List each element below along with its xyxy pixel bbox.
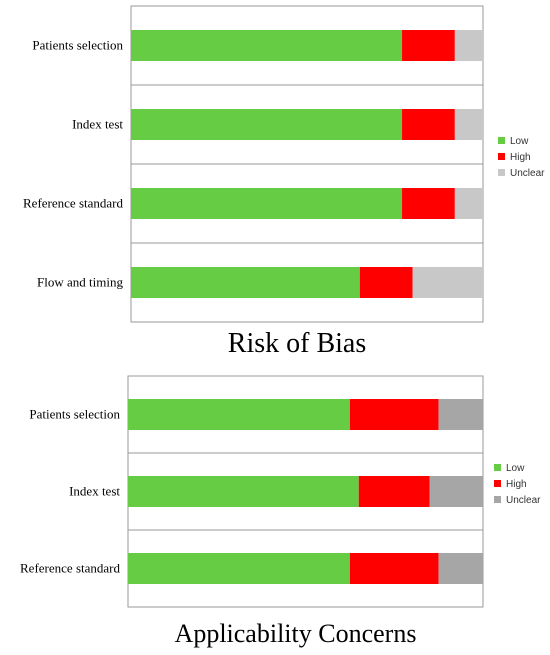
category-label: Patients selection	[32, 38, 123, 53]
bar-segment-low	[131, 30, 403, 61]
bar-segment-high	[402, 30, 455, 61]
legend-swatch-unclear	[494, 496, 501, 503]
category-label: Reference standard	[20, 561, 120, 576]
bar-segment-low	[128, 553, 350, 584]
category-label: Index test	[72, 117, 123, 132]
legend-label-low: Low	[506, 463, 525, 474]
bar-segment-low	[131, 109, 403, 140]
bar-segment-unclear	[454, 30, 483, 61]
legend-label-high: High	[506, 479, 527, 490]
bar-segment-low	[128, 476, 359, 507]
bar-segment-unclear	[438, 399, 483, 430]
bar-segment-low	[131, 188, 403, 219]
bar-segment-unclear	[454, 109, 483, 140]
bar-segment-low	[131, 267, 360, 298]
bar-segment-unclear	[412, 267, 483, 298]
category-label: Flow and timing	[37, 275, 123, 290]
bar-segment-unclear	[429, 476, 483, 507]
chart-title: Risk of Bias	[228, 328, 366, 359]
chart-risk-of-bias: Patients selection Index test Reference st…	[23, 5, 545, 359]
legend-swatch-high	[498, 153, 505, 160]
bar-segment-high	[358, 476, 430, 507]
category-label: Reference standard	[23, 196, 123, 211]
bar-segment-high	[349, 399, 439, 430]
bar-segment-unclear	[454, 188, 483, 219]
legend-swatch-low	[498, 137, 505, 144]
category-label: Index test	[69, 484, 120, 499]
legend-swatch-unclear	[498, 169, 505, 176]
bar-segment-high	[402, 109, 455, 140]
bar-segment-high	[402, 188, 455, 219]
chart-applicability-concerns: Patients selection Index test Reference st…	[20, 375, 541, 648]
legend-swatch-high	[494, 480, 501, 487]
legend-swatch-low	[494, 464, 501, 471]
legend-label-low: Low	[510, 136, 529, 147]
legend-label-unclear: Unclear	[510, 168, 545, 179]
bar-segment-unclear	[438, 553, 483, 584]
chart-title: Applicability Concerns	[175, 619, 417, 648]
bar-segment-high	[359, 267, 413, 298]
category-label: Patients selection	[29, 407, 120, 422]
bar-segment-low	[128, 399, 350, 430]
legend-label-unclear: Unclear	[506, 495, 541, 506]
legend-label-high: High	[510, 152, 531, 163]
bar-segment-high	[349, 553, 439, 584]
